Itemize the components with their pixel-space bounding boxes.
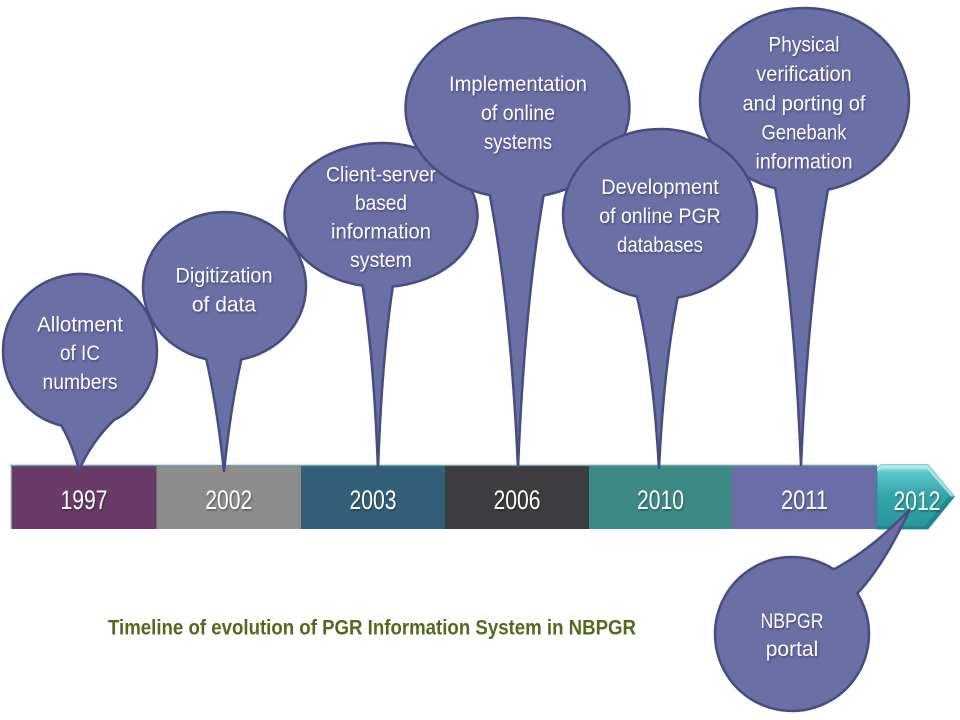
svg-text:of IC: of IC (60, 342, 100, 365)
svg-text:1997: 1997 (61, 485, 108, 515)
svg-text:verification: verification (756, 63, 852, 86)
svg-text:Implementation: Implementation (449, 73, 587, 96)
svg-text:NBPGR: NBPGR (761, 610, 824, 633)
svg-text:2011: 2011 (781, 485, 828, 515)
svg-text:Physical: Physical (769, 33, 840, 56)
svg-text:2006: 2006 (494, 485, 541, 515)
svg-text:of data: of data (192, 293, 257, 316)
svg-text:information: information (331, 220, 431, 243)
svg-text:based: based (355, 192, 407, 215)
svg-text:Allotment: Allotment (37, 313, 123, 336)
svg-text:of online PGR: of online PGR (599, 205, 721, 228)
svg-text:Client-server: Client-server (326, 163, 436, 186)
svg-text:Digitization: Digitization (176, 264, 273, 287)
svg-text:2002: 2002 (205, 485, 252, 515)
svg-text:databases: databases (617, 234, 703, 257)
svg-text:2012: 2012 (894, 486, 941, 516)
svg-text:information: information (756, 150, 853, 173)
svg-text:systems: systems (484, 131, 552, 154)
svg-text:Development: Development (601, 176, 719, 199)
svg-text:of online: of online (481, 102, 555, 125)
svg-text:2003: 2003 (350, 485, 397, 515)
svg-text:2010: 2010 (637, 485, 684, 515)
svg-text:Timeline of evolution of PGR I: Timeline of evolution of PGR Information… (108, 617, 636, 640)
svg-text:and porting of: and porting of (743, 92, 866, 115)
svg-text:Genebank: Genebank (762, 121, 847, 144)
svg-text:numbers: numbers (43, 371, 118, 394)
svg-text:system: system (350, 249, 412, 272)
svg-text:portal: portal (766, 638, 819, 661)
